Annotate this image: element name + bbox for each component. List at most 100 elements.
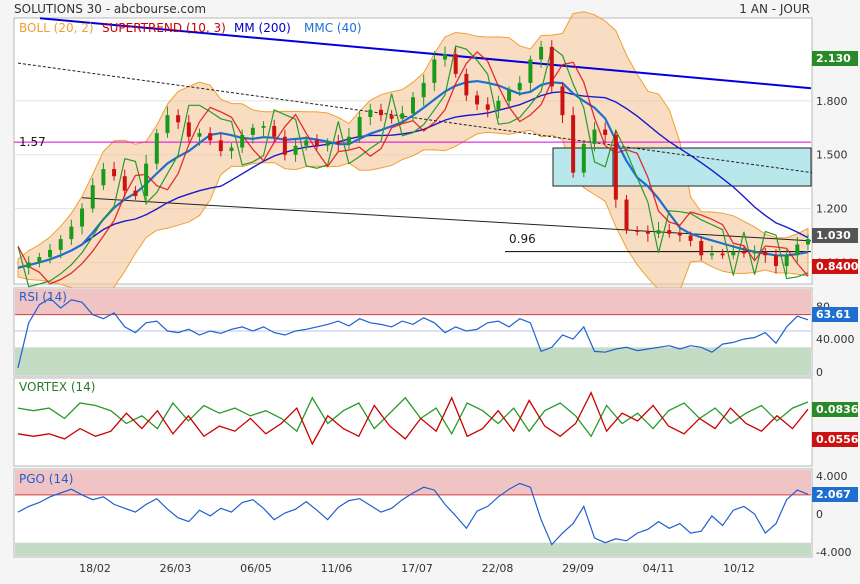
- candle-body: [453, 54, 458, 74]
- candle-body: [80, 208, 85, 227]
- badge-vortex-plus: [812, 402, 858, 417]
- candle-body: [144, 163, 149, 196]
- x-tick-label: 10/12: [723, 562, 755, 575]
- candle-body: [90, 185, 95, 209]
- candle-body: [635, 230, 640, 232]
- supertrend-up: [17, 45, 809, 288]
- vortex-series: [17, 391, 809, 446]
- candle-body: [411, 97, 415, 114]
- x-tick-label: 17/07: [401, 562, 433, 575]
- period-label: 1 AN - JOUR: [739, 2, 810, 16]
- rsi-overbought-zone: [15, 289, 811, 315]
- badge-rsi: [812, 307, 858, 322]
- price-y-tick: 1.500: [816, 149, 848, 162]
- rsi-line: [17, 297, 809, 368]
- candle-body: [432, 59, 437, 83]
- badge-top-line-value: 2.130: [816, 52, 851, 65]
- badge-current-price-value: 1.030: [816, 229, 851, 242]
- badge-vortex-minus: [812, 432, 858, 447]
- vortex-title: VORTEX (14): [19, 380, 96, 394]
- candle-body: [603, 129, 608, 135]
- badge-vortex-plus-value: 0.0836: [816, 403, 859, 416]
- legend-entry: SUPERTREND (10, 3): [102, 21, 226, 35]
- candle-body: [741, 251, 746, 254]
- candle-body: [122, 176, 127, 191]
- badge-pgo: [812, 487, 858, 502]
- candle-body: [443, 54, 448, 60]
- candle-body: [101, 169, 106, 186]
- candle-body: [656, 230, 661, 234]
- badge-top-line: [812, 51, 858, 66]
- candle-body: [154, 133, 159, 164]
- candle-body: [795, 244, 800, 256]
- x-tick-label: 29/09: [562, 562, 594, 575]
- candle-body: [272, 125, 277, 137]
- price-y-tick: 1.200: [816, 203, 848, 216]
- badge-vortex-minus-value: 0.0556: [816, 433, 859, 446]
- candle-body: [475, 95, 480, 105]
- rsi-oversold-zone: [15, 347, 811, 375]
- x-tick-label: 22/08: [482, 562, 514, 575]
- candle-body: [229, 147, 234, 152]
- candle-body: [197, 133, 202, 137]
- x-tick-label: 11/06: [321, 562, 353, 575]
- pgo-series: [17, 482, 809, 546]
- candle-body: [485, 104, 490, 110]
- candle-body: [133, 190, 138, 196]
- candle-body: [517, 82, 522, 91]
- candles: [26, 40, 810, 275]
- pgo-title: PGO (14): [19, 472, 73, 486]
- candle-body: [677, 233, 682, 236]
- chart-title: SOLUTIONS 30 - abcbourse.com: [14, 2, 206, 16]
- candle-body: [421, 82, 426, 98]
- candle-body: [581, 143, 586, 173]
- pgo-y-tick: -4.000: [816, 546, 851, 559]
- pgo-line: [17, 482, 809, 546]
- badge-supertrend-value: 0.8400: [816, 260, 859, 273]
- rsi-title: RSI (14): [19, 290, 67, 304]
- resistance-trendline: [39, 17, 812, 90]
- pgo-y-tick: 0: [816, 508, 823, 521]
- candle-body: [304, 140, 309, 146]
- price-y-tick: 1.800: [816, 95, 848, 108]
- legend-entry: MMC (40): [304, 21, 362, 35]
- candle-body: [218, 140, 223, 152]
- dashed-trendline: [17, 62, 813, 174]
- candle-body: [240, 134, 245, 148]
- rsi-zones: [15, 289, 811, 375]
- candle-body: [165, 115, 170, 134]
- candle-body: [560, 86, 565, 116]
- level-label-157: 1.57: [19, 135, 46, 149]
- candle-body: [571, 115, 576, 173]
- candle-body: [699, 240, 704, 256]
- vortex-lines: [17, 391, 809, 446]
- candle-body: [752, 251, 757, 254]
- candle-body: [624, 199, 629, 231]
- candle-body: [48, 249, 53, 258]
- rsi-y-tick: 0: [816, 366, 823, 379]
- candle-body: [58, 239, 63, 250]
- x-axis: 18/02 26/03 06/05 11/06 17/07 22/08 29/09 04/11…: [79, 562, 755, 575]
- candle-body: [539, 46, 544, 60]
- level-label-096: 0.96: [509, 232, 536, 246]
- pgo-zones: [15, 470, 811, 556]
- candle-body: [709, 253, 714, 256]
- x-tick-label: 06/05: [240, 562, 272, 575]
- x-tick-label: 18/02: [79, 562, 111, 575]
- vortex-series: [17, 396, 809, 438]
- candle-body: [613, 134, 618, 200]
- x-tick-label: 04/11: [643, 562, 675, 575]
- candle-body: [261, 125, 266, 128]
- legend-entry: BOLL (20, 2): [19, 21, 94, 35]
- vortex-panel: [13, 377, 813, 467]
- badge-current-price: [812, 228, 858, 243]
- rsi-series: [17, 297, 809, 368]
- candle-body: [336, 142, 341, 144]
- candle-body: [645, 231, 650, 234]
- pgo-lower-zone: [15, 542, 811, 556]
- candle-body: [773, 255, 778, 267]
- candle-body: [186, 122, 191, 137]
- candle-body: [389, 115, 394, 119]
